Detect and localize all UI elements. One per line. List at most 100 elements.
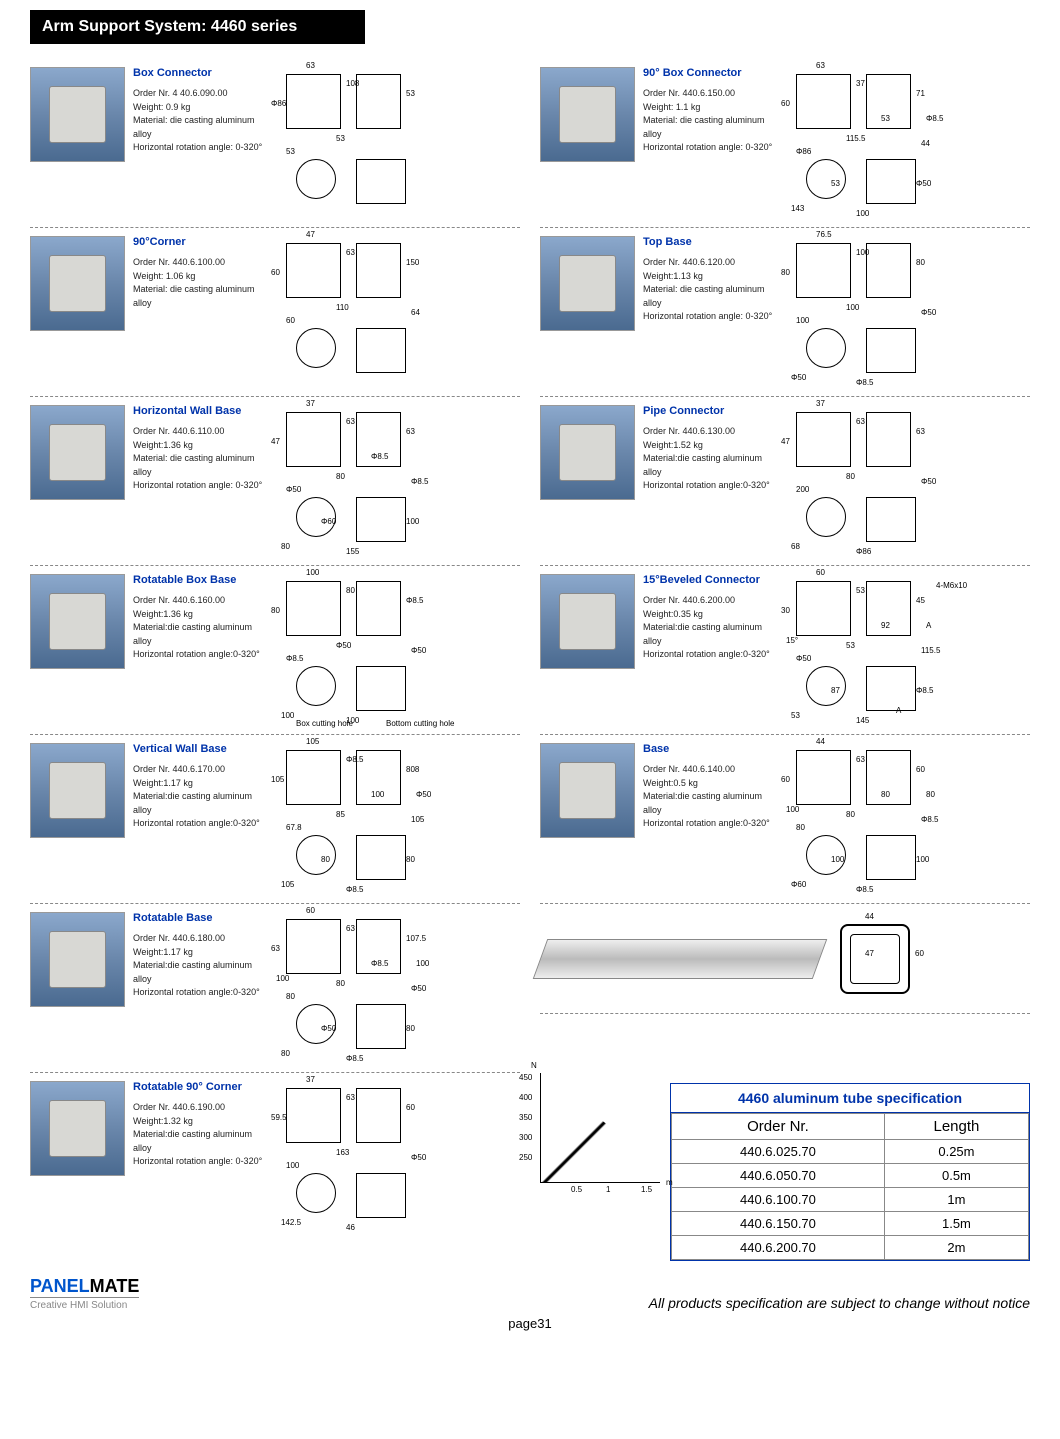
dimension-label: Φ50 [416,790,431,799]
dimension-label: 30 [781,606,790,615]
chart-ylabel: 400 [519,1093,532,1102]
dimension-label: 115.5 [921,646,940,655]
dimension-label: Φ86 [796,147,811,156]
table-cell: 1.5m [884,1212,1028,1236]
product-photo [540,743,635,838]
dimension-label: 68 [791,542,800,551]
dimension-label: 100 [416,959,429,968]
product-photo [30,67,125,162]
dimension-label: 53 [881,114,890,123]
product-item: Vertical Wall BaseOrder Nr. 440.6.170.00… [30,735,520,904]
dimension-label: 60 [916,765,925,774]
dimension-label: Φ60 [791,880,806,889]
dimension-label: 63 [346,248,355,257]
spec-table-title: 4460 aluminum tube specification [671,1084,1029,1113]
product-drawing: 3763476380200Φ50Φ8668 [786,405,1030,557]
product-title: Rotatable 90° Corner [133,1081,268,1093]
dimension-label: 53 [406,89,415,98]
table-row: 440.6.050.700.5m [672,1164,1029,1188]
spec-table-cell: 4504003503002500.511.5Nm4460 aluminum tu… [540,1073,1030,1261]
table-row: 440.6.100.701m [672,1188,1029,1212]
product-spec: Order Nr. 440.6.110.00 Weight:1.36 kg Ma… [133,425,268,493]
product-title: Box Connector [133,67,268,79]
dimension-label: Φ8.5 [916,686,934,695]
dimension-label: 71 [916,89,925,98]
dimension-label: 60 [306,906,315,915]
chart-xlabel: 0.5 [571,1185,582,1194]
product-drawing: 446360608080Φ8.5Φ8.5Φ601001008080100 [786,743,1030,895]
table-cell: 0.25m [884,1140,1028,1164]
dimension-label: 80 [796,823,805,832]
product-item: 90°CornerOrder Nr. 440.6.100.00 Weight: … [30,228,520,397]
tube-section: 446047 [540,904,1030,1073]
product-title: Top Base [643,236,778,248]
chart-ylabel: 350 [519,1113,532,1122]
chart-ylabel: 300 [519,1133,532,1142]
product-drawing: 63376071115.5Φ8644100143Φ505353Φ8.5 [786,67,1030,219]
dimension-label: 100 [916,855,929,864]
product-spec: Order Nr. 440.6.160.00 Weight:1.36 kg Ma… [133,594,268,662]
dimension-label: Φ50 [796,654,811,663]
dimension-label: Φ50 [916,179,931,188]
product-spec: Order Nr. 440.6.200.00 Weight:0.35 kg Ma… [643,594,778,662]
dimension-label: 80 [846,810,855,819]
dimension-label: 80 [881,790,890,799]
product-info: Top Base Order Nr. 440.6.120.00 Weight:1.… [643,236,778,388]
dimension-label: 37 [856,79,865,88]
dimension-label: 63 [346,1093,355,1102]
product-title: 90° Box Connector [643,67,778,79]
dimension-label: 53 [856,586,865,595]
dimension-label: 80 [286,992,295,1001]
table-row: 440.6.200.702m [672,1236,1029,1260]
dimension-label: 105 [306,737,319,746]
dimension-label: 145 [856,716,869,725]
product-spec: Order Nr. 440.6.120.00 Weight:1.13 kg Ma… [643,256,778,324]
product-photo [30,574,125,669]
dimension-label: 53 [791,711,800,720]
dimension-label: 100 [306,568,319,577]
dimension-label: 53 [846,641,855,650]
product-info: Pipe ConnectorOrder Nr. 440.6.130.00 Wei… [643,405,778,557]
dimension-label: 60 [915,949,924,958]
product-title: Horizontal Wall Base [133,405,268,417]
product-title: Rotatable Box Base [133,574,268,586]
dimension-label: 60 [781,775,790,784]
dimension-label: 80 [406,1024,415,1033]
dimension-label: Φ8.5 [411,477,429,486]
load-chart: 4504003503002500.511.5Nm [540,1073,660,1183]
spec-table: 4460 aluminum tube specificationOrder Nr… [670,1083,1030,1261]
product-item: Rotatable Box Base Order Nr. 440.6.160.00… [30,566,520,735]
dimension-label: 80 [336,979,345,988]
dimension-label: 155 [346,547,359,556]
product-drawing: 4763601501106064 [276,236,520,388]
product-info: Horizontal Wall Base Order Nr. 440.6.110.… [133,405,268,557]
dimension-label: 110 [336,303,349,312]
dimension-label: 46 [346,1223,355,1232]
dimension-label: 80 [926,790,935,799]
dimension-label: 60 [781,99,790,108]
chart-ylabel: 250 [519,1153,532,1162]
dimension-label: 92 [881,621,890,630]
table-cell: 440.6.050.70 [672,1164,885,1188]
dimension-label: 108 [346,79,359,88]
product-item: Rotatable 90° CornerOrder Nr. 440.6.190.… [30,1073,520,1261]
product-drawing: 6053304553Φ50115.514553Φ8.58792A15°A4-M6… [786,574,1030,726]
dimension-label: 63 [916,427,925,436]
product-spec: Order Nr. 440.6.150.00 Weight: 1.1 kg Ma… [643,87,778,155]
chart-ylabel: 450 [519,1073,532,1082]
product-info: Rotatable 90° CornerOrder Nr. 440.6.190.… [133,1081,268,1253]
table-row: 440.6.150.701.5m [672,1212,1029,1236]
dimension-label: 47 [306,230,315,239]
dimension-label: Φ86 [856,547,871,556]
dimension-label: 100 [856,248,869,257]
dimension-label: 37 [306,399,315,408]
product-item: 90° Box Connector Order Nr. 440.6.150.00 … [540,59,1030,228]
drawing-caption: Bottom cutting hole [386,719,454,728]
table-cell: 2m [884,1236,1028,1260]
dimension-label: 63 [306,61,315,70]
logo-mate: MATE [90,1276,140,1296]
product-drawing: 3763476380Φ50Φ8.515580100Φ60Φ8.5 [276,405,520,557]
logo-subtitle: Creative HMI Solution [30,1297,139,1311]
dimension-label: 47 [271,437,280,446]
dimension-label: Φ60 [321,517,336,526]
